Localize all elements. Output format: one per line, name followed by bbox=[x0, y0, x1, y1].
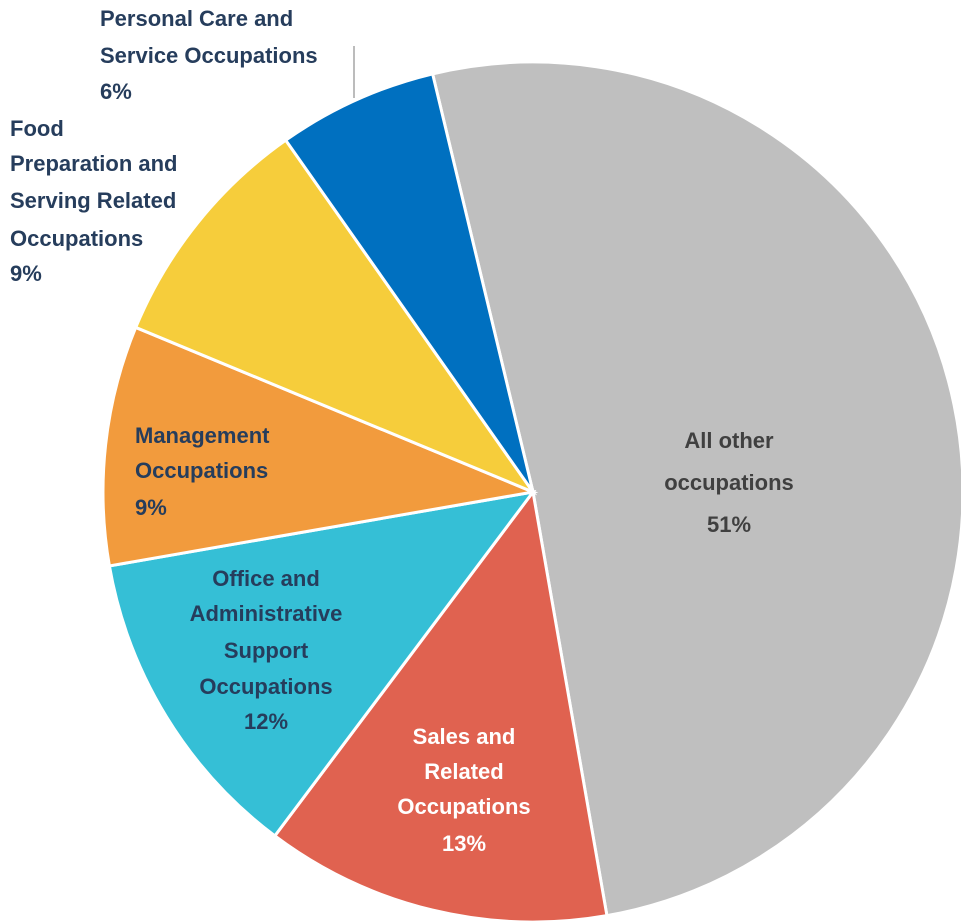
slice-label: Management Occupations bbox=[135, 423, 270, 483]
label-line: Service Occupations bbox=[100, 43, 318, 68]
value-label: 9% bbox=[135, 495, 167, 520]
value-label: 9% bbox=[10, 261, 42, 286]
pie-slice bbox=[272, 488, 609, 923]
label-line: occupations bbox=[664, 470, 794, 495]
label-line: Preparation and bbox=[10, 151, 177, 176]
label-line: Serving Related bbox=[10, 188, 176, 213]
slice-label: All other occupations bbox=[664, 428, 794, 495]
label-line: Related bbox=[424, 759, 503, 784]
value-label: 51% bbox=[707, 512, 751, 537]
label-line: Food bbox=[10, 116, 64, 141]
label-line: All other bbox=[684, 428, 774, 453]
slice-label: Personal Care and Service Occupations bbox=[100, 6, 318, 68]
slice-label: Food Preparation and Serving Related Occupa… bbox=[10, 116, 177, 251]
slice-label: Sales and Related Occupations bbox=[397, 724, 530, 819]
label-line: Management bbox=[135, 423, 270, 448]
pie-slice bbox=[430, 60, 961, 918]
pie-slice bbox=[133, 138, 538, 496]
label-line: Occupations bbox=[10, 226, 143, 251]
value-label: 6% bbox=[100, 79, 132, 104]
pie-slice bbox=[107, 489, 537, 838]
label-line: Sales and bbox=[413, 724, 516, 749]
value-label: 12% bbox=[244, 709, 288, 734]
pie-slice bbox=[101, 325, 539, 568]
value-label: 13% bbox=[442, 831, 486, 856]
pie-slice bbox=[283, 72, 535, 493]
label-line: Occupations bbox=[135, 458, 268, 483]
label-line: Office and bbox=[212, 566, 320, 591]
label-line: Personal Care and bbox=[100, 6, 293, 31]
slice-label: Office and Administrative Support Occupatio… bbox=[190, 566, 343, 699]
label-line: Support bbox=[224, 638, 309, 663]
label-line: Administrative bbox=[190, 601, 343, 626]
label-line: Occupations bbox=[199, 674, 332, 699]
label-line: Occupations bbox=[397, 794, 530, 819]
